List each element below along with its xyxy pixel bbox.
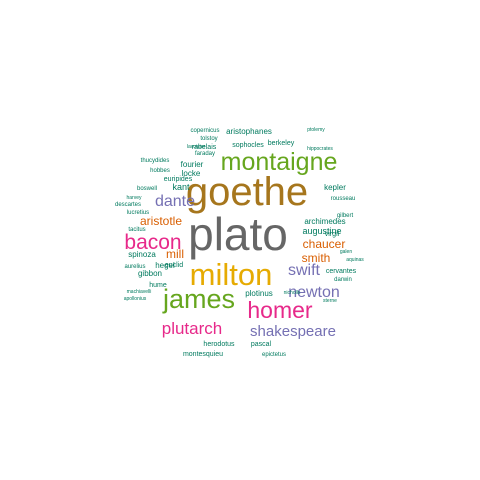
word-plotinus: plotinus: [245, 289, 273, 298]
word-ptolemy: ptolemy: [307, 127, 325, 133]
word-boswell: boswell: [137, 186, 157, 192]
word-epictetus: epictetus: [262, 352, 286, 358]
word-tacitus: tacitus: [128, 227, 145, 233]
word-lavoisier: lavoisier: [187, 144, 206, 150]
word-machiavelli: machiavelli: [127, 289, 152, 295]
word-montesquieu: montesquieu: [183, 351, 223, 358]
word-pascal: pascal: [251, 341, 272, 348]
word-aquinas: aquinas: [346, 257, 364, 263]
word-thucydides: thucydides: [141, 158, 170, 164]
word-locke: locke: [182, 169, 201, 178]
word-homer: homer: [247, 297, 313, 323]
word-swift: swift: [288, 262, 321, 279]
word-nicholls: nicholls: [284, 290, 301, 296]
word-chaucer: chaucer: [303, 237, 346, 251]
word-sophocles: sophocles: [232, 142, 264, 149]
word-tolstoy: tolstoy: [200, 136, 217, 142]
word-harvey: harvey: [126, 195, 142, 201]
word-berkeley: berkeley: [268, 140, 295, 147]
word-hegel: hegel: [155, 261, 175, 270]
word-newton: newton: [288, 284, 340, 301]
word-hippocrates: hippocrates: [307, 146, 333, 152]
word-sterne: sterne: [323, 298, 337, 304]
word-aristotle: aristotle: [140, 214, 182, 228]
word-gibbon: gibbon: [138, 269, 162, 278]
word-faraday: faraday: [195, 151, 215, 157]
word-aristophanes: aristophanes: [226, 127, 272, 136]
word-herodotus: herodotus: [203, 341, 235, 348]
word-darwin: darwin: [334, 277, 352, 283]
word-plato: plato: [188, 208, 288, 260]
word-smith: smith: [302, 251, 331, 265]
word-archimedes: archimedes: [304, 217, 345, 226]
word-apollonius: apollonius: [124, 296, 147, 302]
word-shakespeare: shakespeare: [250, 323, 336, 340]
word-kepler: kepler: [324, 183, 346, 192]
word-gilbert: gilbert: [337, 213, 354, 219]
word-montaigne: montaigne: [221, 148, 338, 176]
word-dante: dante: [155, 193, 195, 210]
word-milton: milton: [190, 257, 273, 292]
word-cervantes: cervantes: [326, 268, 357, 275]
word-euclid: euclid: [165, 262, 183, 269]
word-galen: galen: [340, 249, 352, 255]
word-spinoza: spinoza: [128, 250, 156, 259]
word-goethe: goethe: [186, 170, 308, 214]
word-fourier: fourier: [181, 160, 204, 169]
word-rabelais: rabelais: [192, 144, 217, 151]
word-rousseau: rousseau: [331, 196, 356, 202]
word-hume: hume: [149, 282, 167, 289]
word-copernicus: copernicus: [190, 128, 219, 134]
word-aurelius: aurelius: [124, 264, 145, 270]
word-james: james: [162, 284, 235, 314]
word-kant: kant: [172, 182, 190, 192]
word-virgil: virgil: [325, 231, 340, 238]
word-bacon: bacon: [124, 231, 181, 254]
word-hobbes: hobbes: [150, 168, 170, 174]
word-descartes: descartes: [115, 202, 141, 208]
word-mill: mill: [166, 247, 184, 261]
word-lucretius: lucretius: [127, 210, 149, 216]
word-augustine: augustine: [302, 226, 341, 236]
word-plutarch: plutarch: [162, 319, 222, 338]
word-euripides: euripides: [164, 176, 193, 183]
